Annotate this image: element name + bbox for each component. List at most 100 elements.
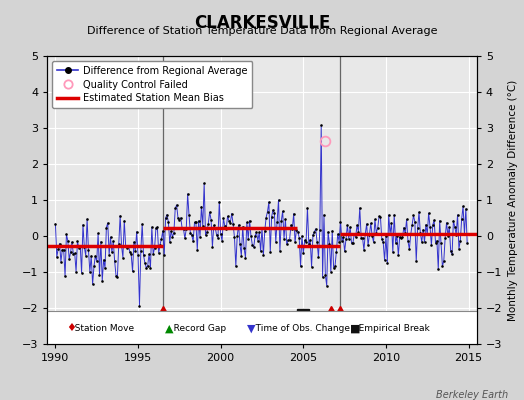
Point <box>303 205 312 211</box>
Text: Record Gap: Record Gap <box>166 324 226 333</box>
Point <box>225 218 233 224</box>
Point <box>354 228 363 235</box>
Point <box>71 250 79 256</box>
Point <box>152 225 160 231</box>
Point <box>199 222 207 229</box>
Point <box>212 231 221 238</box>
Point <box>89 281 97 288</box>
Point <box>135 303 144 310</box>
Point <box>292 227 301 233</box>
Point <box>363 221 371 227</box>
Point <box>451 224 459 230</box>
Point <box>374 225 382 232</box>
Point <box>95 272 104 278</box>
Point <box>215 198 224 205</box>
Point <box>400 224 408 231</box>
Point <box>65 256 73 262</box>
Point <box>326 268 335 275</box>
Point <box>343 222 352 228</box>
Point <box>346 224 354 230</box>
Point <box>164 218 172 225</box>
Point <box>100 256 108 263</box>
Point <box>238 224 247 230</box>
Point <box>223 213 232 220</box>
Point <box>106 234 115 240</box>
Point <box>141 260 149 266</box>
Point <box>214 235 222 241</box>
Point <box>314 254 323 261</box>
Point <box>367 220 375 226</box>
Point <box>397 234 405 241</box>
Point <box>398 234 407 240</box>
Text: ♦: ♦ <box>64 323 74 333</box>
Point <box>435 217 444 224</box>
Point <box>111 258 119 264</box>
Point <box>463 240 472 246</box>
Point <box>348 240 357 246</box>
Text: ▲: ▲ <box>166 323 174 333</box>
Point <box>291 239 299 246</box>
Point <box>299 250 308 256</box>
Point <box>304 241 313 248</box>
Point <box>293 228 302 235</box>
Point <box>234 222 243 228</box>
Point <box>105 252 113 258</box>
Point <box>281 216 290 222</box>
Point <box>336 219 345 225</box>
Point <box>288 226 297 233</box>
Point <box>372 230 380 236</box>
Point <box>138 221 146 227</box>
Point <box>196 234 204 240</box>
Point <box>353 222 361 228</box>
Point <box>265 199 273 205</box>
Point <box>455 245 463 252</box>
Point <box>188 232 196 238</box>
Point <box>163 211 171 218</box>
Point <box>457 216 466 222</box>
Point <box>335 238 343 245</box>
Text: ▼: ▼ <box>245 323 253 333</box>
Point <box>462 206 470 212</box>
Point <box>380 257 389 264</box>
Point <box>426 224 434 230</box>
Point <box>194 218 203 224</box>
Point <box>83 216 91 222</box>
Point <box>208 244 216 250</box>
Point <box>166 239 174 245</box>
Point <box>178 225 187 232</box>
Bar <box>47 311 477 344</box>
Point <box>325 241 334 247</box>
Point <box>254 237 262 244</box>
Text: Station Move: Station Move <box>67 324 135 333</box>
Point <box>255 229 264 236</box>
Point <box>267 214 276 220</box>
Text: ▼: ▼ <box>247 323 256 333</box>
Point <box>266 248 275 255</box>
Point <box>393 233 401 239</box>
Point <box>264 208 272 215</box>
Point <box>131 248 139 254</box>
Point <box>247 233 255 239</box>
Point <box>438 263 446 270</box>
Point <box>378 236 386 243</box>
Point <box>342 236 350 242</box>
Point <box>175 216 183 223</box>
Point <box>52 254 61 260</box>
Point <box>133 228 141 235</box>
Point <box>270 210 279 216</box>
Point <box>352 234 360 240</box>
Point <box>149 251 157 257</box>
Point <box>186 230 194 236</box>
Point <box>148 224 156 230</box>
Point <box>115 241 123 247</box>
Text: ♦: ♦ <box>67 323 77 333</box>
Point <box>240 245 248 252</box>
Point <box>109 238 117 244</box>
Point <box>404 238 412 244</box>
Point <box>449 218 457 224</box>
Point <box>369 239 378 245</box>
Point <box>204 220 213 227</box>
Point <box>396 234 404 240</box>
Point <box>183 191 192 197</box>
Point <box>72 268 80 275</box>
